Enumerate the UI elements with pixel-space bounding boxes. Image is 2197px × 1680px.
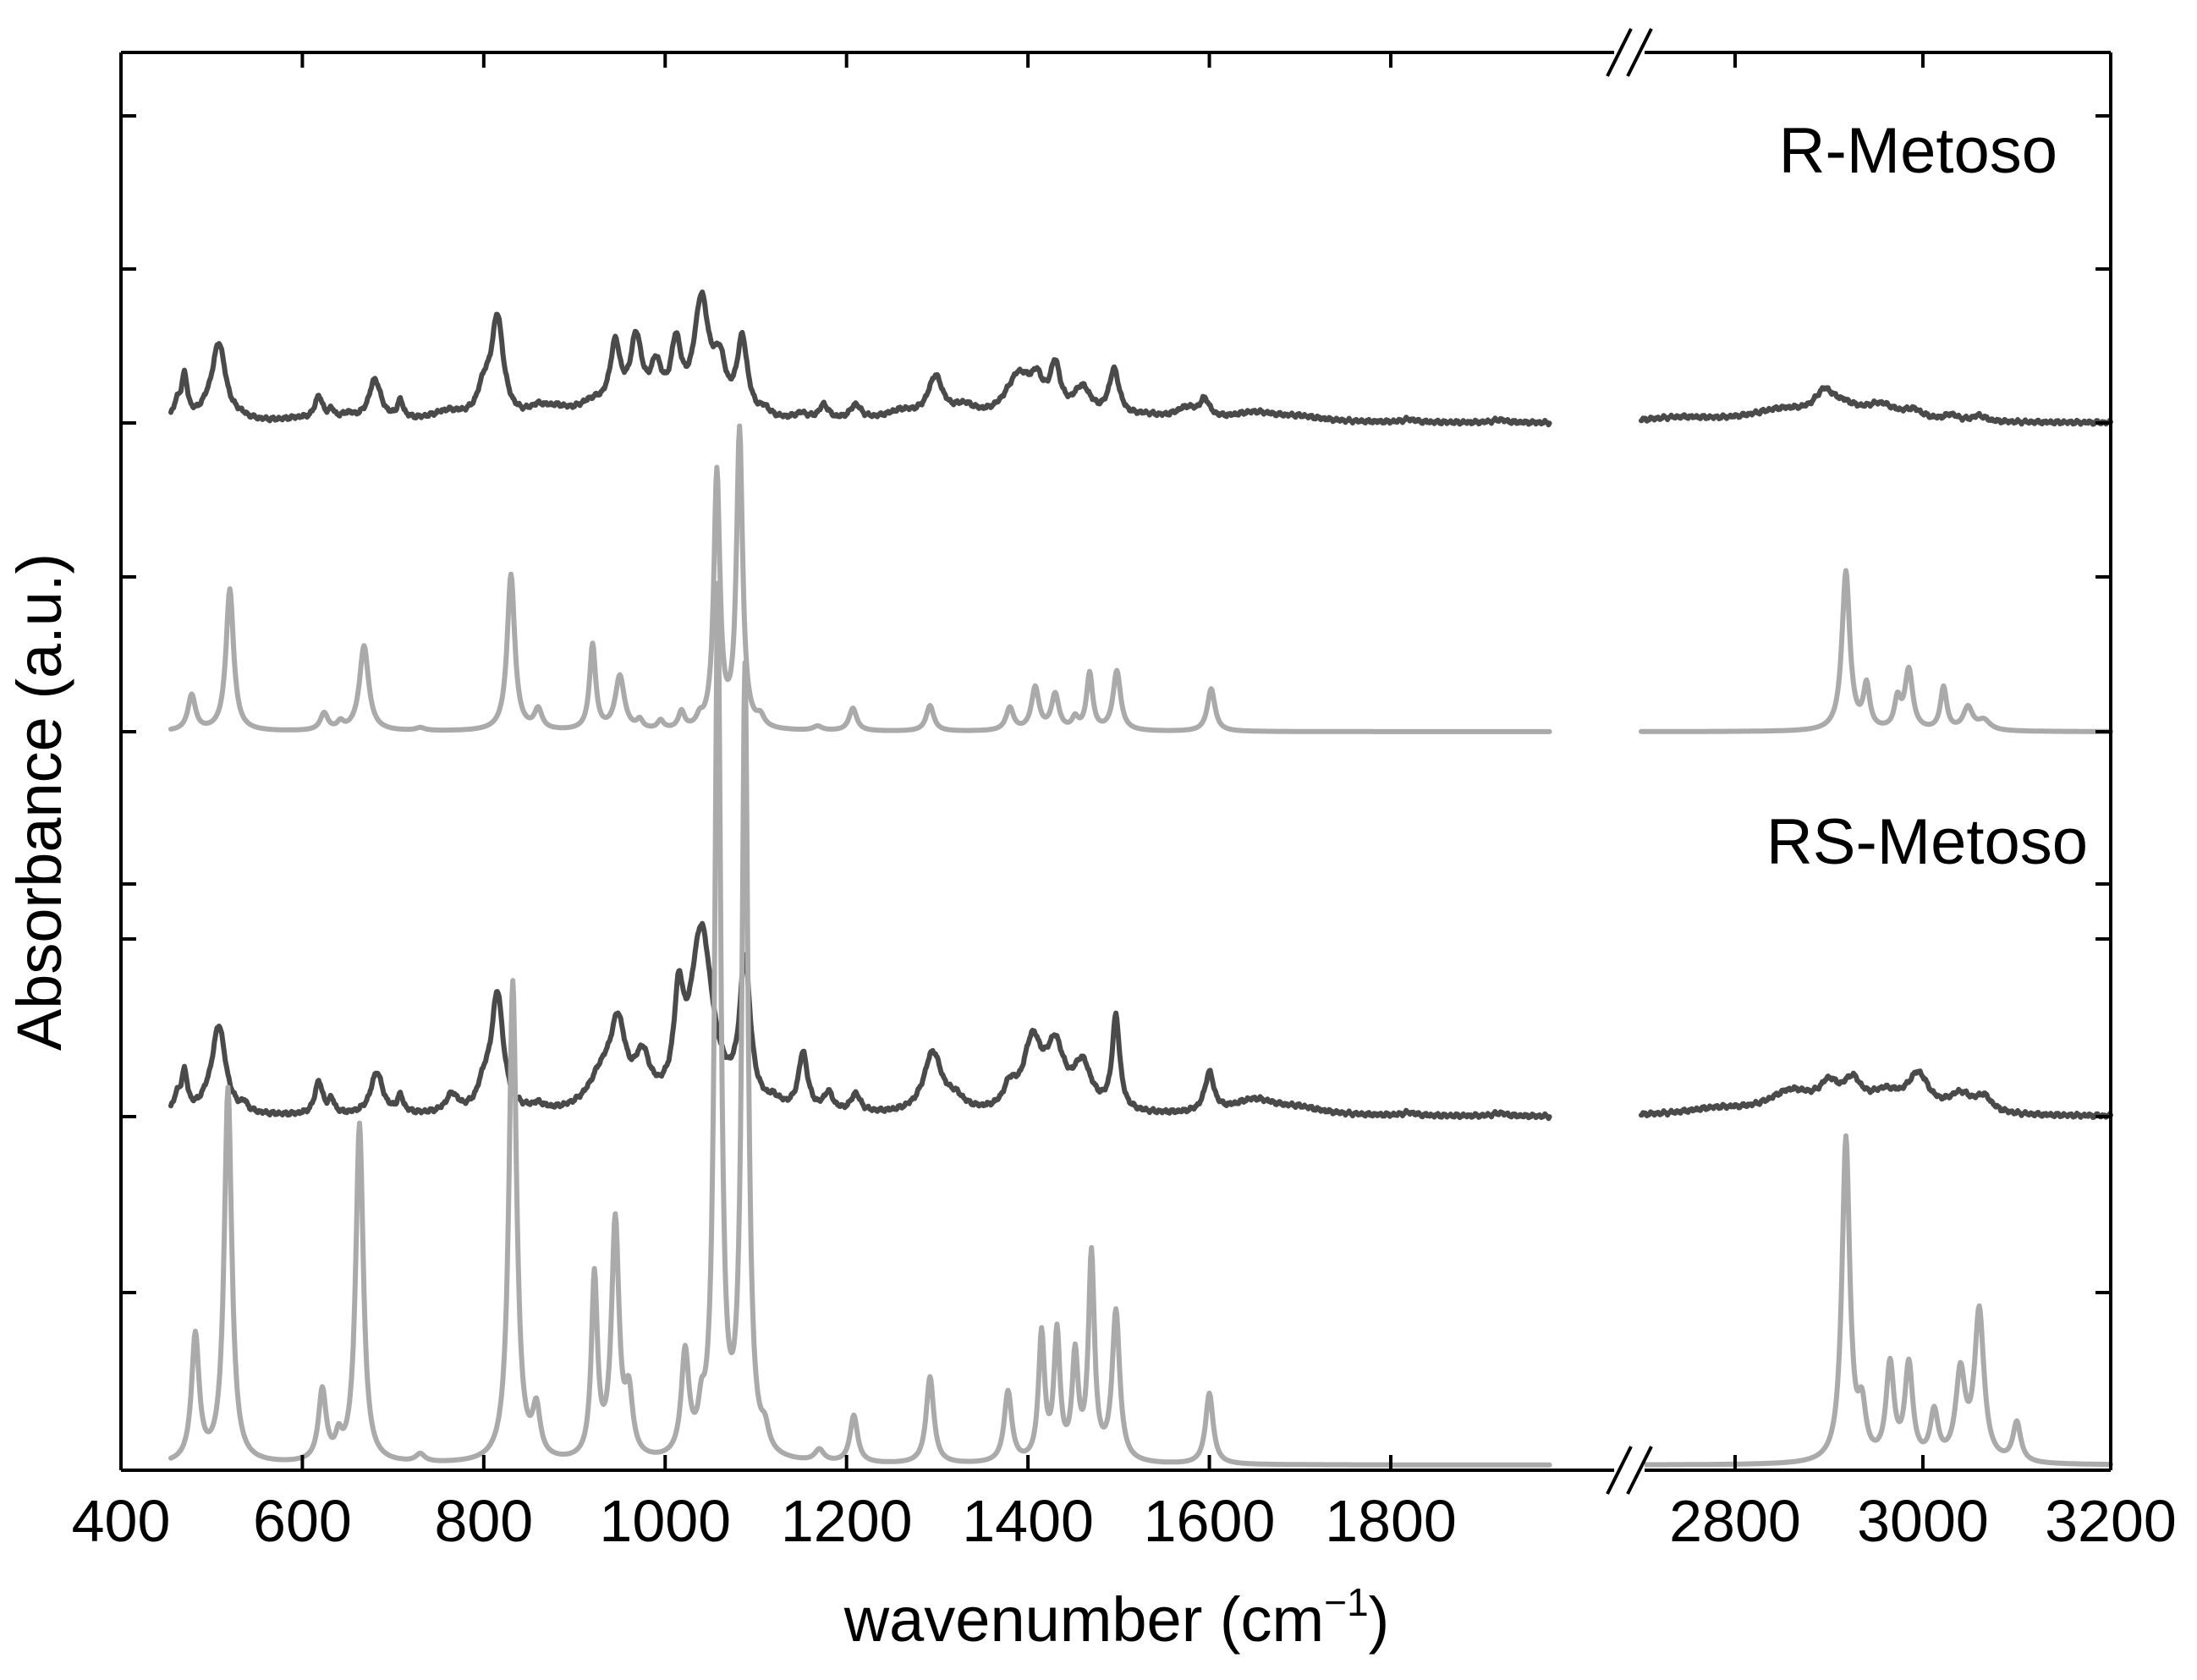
x-tick-labels: 400 600 800 1000 1200 1400 1600 1800 2800 3000 320…: [72, 1488, 2177, 1554]
x-axis-title-main: wavenumber (cm: [843, 1584, 1325, 1655]
panel-label-r-metoso: R-Metoso: [1779, 115, 2057, 187]
x-tick-label-3200: 3200: [2045, 1488, 2177, 1554]
series-rs-calc-segment-1: [168, 580, 1552, 1468]
x-tick-label-800: 800: [434, 1488, 533, 1554]
axis-break-slash-top-1: [1606, 28, 1633, 77]
axis-break-slash-bottom-2: [1626, 1446, 1653, 1495]
series-rs-exp-segment-2: [1639, 1068, 2113, 1120]
x-tick-label-600: 600: [253, 1488, 352, 1554]
series-r-exp-segment-2: [1639, 385, 2113, 427]
x-tick-label-400: 400: [72, 1488, 171, 1554]
x-axis-title-superscript: −1: [1324, 1580, 1368, 1624]
series-r-exp-segment-1: [168, 289, 1552, 428]
x-axis-title: wavenumber (cm−1): [843, 1580, 1390, 1655]
x-tick-label-2800: 2800: [1669, 1488, 1801, 1554]
series-r-calc-segment-1: [168, 423, 1552, 734]
x-axis-title-close: ): [1369, 1584, 1390, 1655]
x-tick-label-3000: 3000: [1857, 1488, 1989, 1554]
series-rs-exp-segment-1: [168, 920, 1552, 1122]
series-r-calc-segment-2: [1639, 568, 2113, 734]
x-tick-label-1400: 1400: [962, 1488, 1094, 1554]
panel-label-rs-metoso: RS-Metoso: [1766, 806, 2088, 878]
axis-break-slash-top-2: [1626, 28, 1653, 77]
axis-break-marks: [1606, 28, 1653, 1495]
y-axis-title: Absorbance (a.u.): [4, 553, 74, 1051]
series-rs-calc-segment-2: [1639, 1133, 2113, 1468]
x-tick-label-1200: 1200: [781, 1488, 913, 1554]
series-layer: [168, 289, 2113, 1468]
axis-break-slash-bottom-1: [1606, 1446, 1633, 1495]
plot-frame: [119, 51, 2112, 1472]
x-tick-label-1600: 1600: [1144, 1488, 1276, 1554]
x-tick-label-1000: 1000: [599, 1488, 731, 1554]
x-tick-label-1800: 1800: [1325, 1488, 1457, 1554]
axis-ticks: [119, 52, 2112, 1470]
